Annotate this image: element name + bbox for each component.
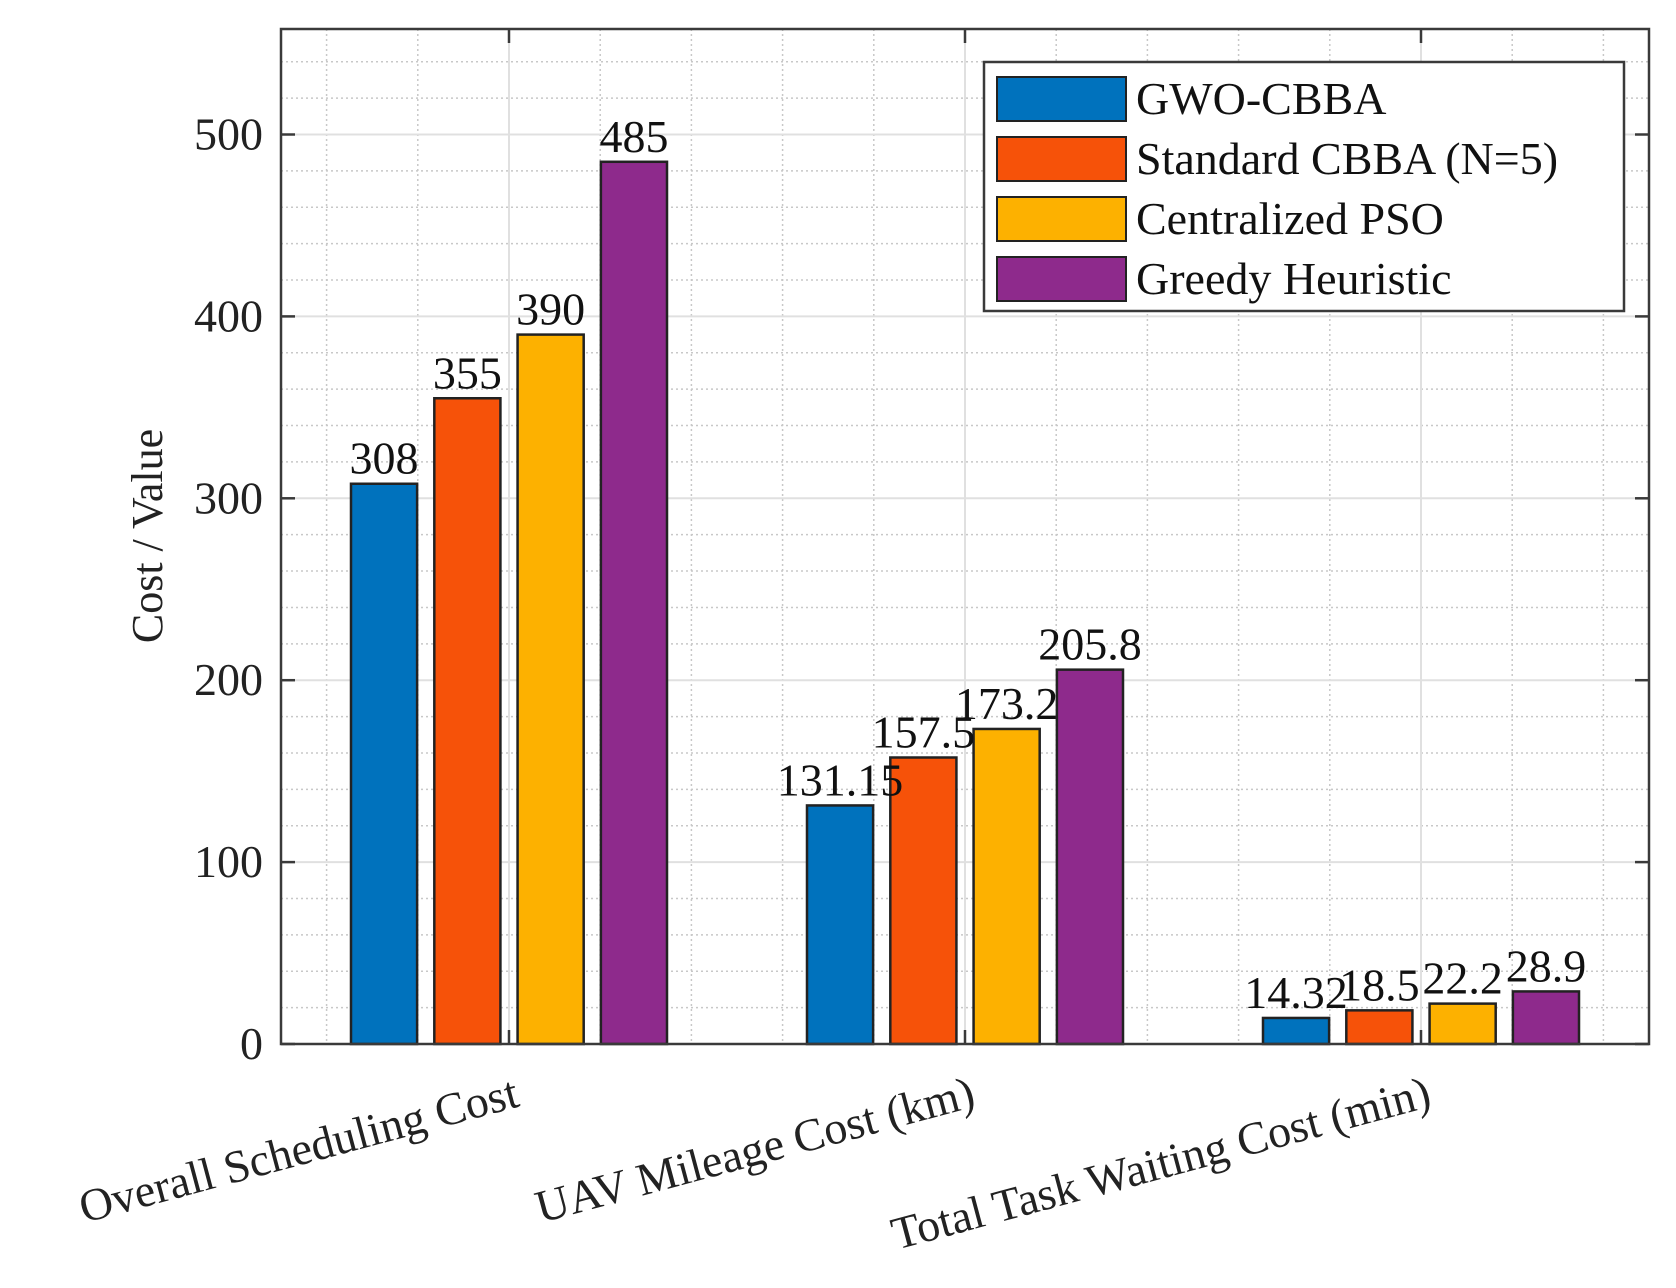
y-axis-label: Cost / Value (123, 429, 172, 643)
y-tick-label: 0 (240, 1018, 263, 1069)
bar-3-2 (1511, 990, 1581, 1046)
bar-3-0 (599, 160, 669, 1046)
legend-entry: Greedy Heuristic (1136, 253, 1452, 304)
legend-swatch (996, 256, 1127, 302)
y-tick-label: 100 (194, 836, 263, 887)
data-label: 14.32 (1244, 967, 1348, 1018)
bar-1-0 (433, 397, 502, 1046)
bar-1-2 (1345, 1009, 1414, 1046)
data-label: 308 (350, 433, 419, 484)
legend-entry: Standard CBBA (N=5) (1136, 133, 1558, 184)
bar-0-1 (805, 804, 875, 1046)
data-label: 22.2 (1422, 953, 1503, 1004)
legend-swatch (996, 136, 1127, 182)
bar-2-2 (1428, 1002, 1497, 1046)
bars (349, 160, 1581, 1046)
data-label: 355 (433, 347, 502, 398)
data-label: 18.5 (1339, 959, 1420, 1010)
bar-0-0 (349, 482, 419, 1046)
legend-entry: GWO-CBBA (1136, 73, 1386, 124)
bar-2-0 (516, 333, 585, 1046)
data-label: 173.2 (955, 678, 1059, 729)
x-tick-label: Overall Scheduling Cost (74, 1066, 524, 1232)
y-tick-label: 200 (194, 654, 263, 705)
legend-swatch (996, 196, 1127, 242)
legend-entry: Centralized PSO (1136, 193, 1444, 244)
data-label: 390 (516, 284, 585, 335)
data-label: 131.15 (777, 754, 904, 805)
data-labels: 308 131.15 14.32 355 157.5 18.5 390 173.2 22.2 48… (350, 111, 1587, 1018)
data-label: 28.9 (1506, 940, 1587, 991)
bar-2-1 (972, 727, 1041, 1046)
y-tick-label: 500 (194, 109, 263, 160)
legend-swatch (996, 76, 1127, 122)
legend: GWO-CBBA Standard CBBA (N=5) Centralized P… (982, 60, 1626, 313)
bar-0-2 (1261, 1016, 1331, 1046)
bar-3-1 (1055, 668, 1125, 1046)
y-tick-label: 300 (194, 472, 263, 523)
data-label: 205.8 (1038, 619, 1142, 670)
data-label: 157.5 (872, 707, 976, 758)
y-tick-label: 400 (194, 290, 263, 341)
data-label: 485 (599, 111, 668, 162)
